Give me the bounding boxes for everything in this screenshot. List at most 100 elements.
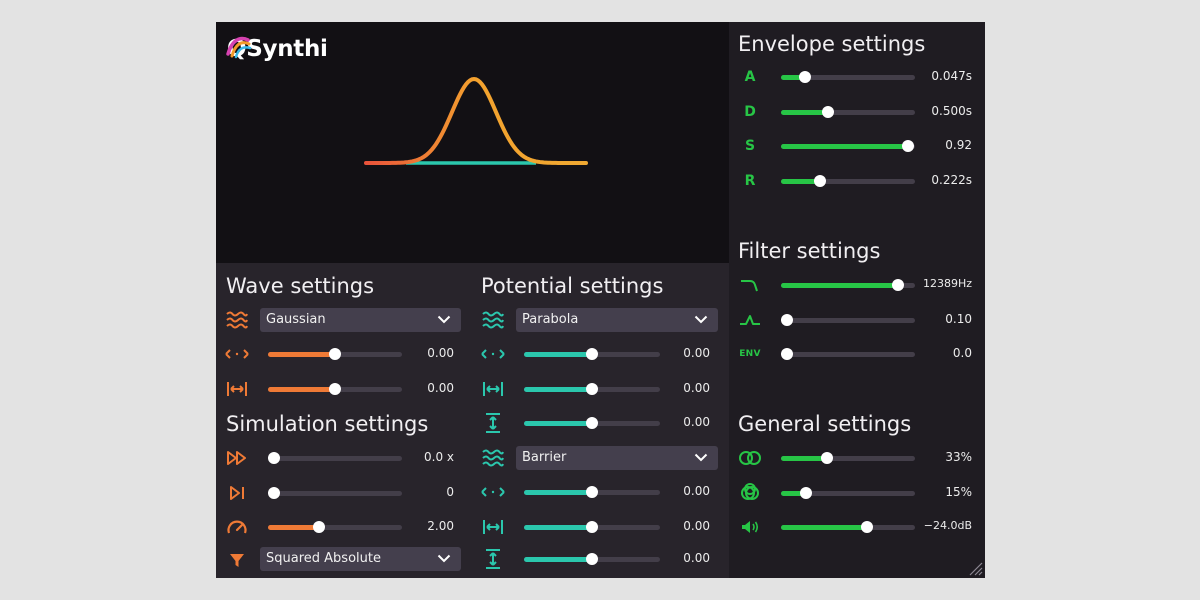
wave-shift-slider[interactable]: 0.00 — [224, 343, 464, 365]
slider-knob[interactable] — [781, 348, 793, 360]
slider-track[interactable] — [524, 553, 660, 565]
slider-knob[interactable] — [820, 452, 833, 464]
slider-knob[interactable] — [586, 521, 598, 533]
measurement-dropdown[interactable]: Squared Absolute — [260, 547, 461, 571]
shift-icon — [480, 481, 506, 503]
chevron-down-icon — [694, 315, 708, 324]
potential-2-height-slider[interactable]: 0.00 — [480, 548, 720, 570]
slider-label-box: A — [737, 66, 763, 88]
timestep-slider[interactable]: 2.00 — [224, 516, 464, 538]
app-logo: QSynthi — [226, 34, 328, 64]
potential-1-dropdown[interactable]: Parabola — [516, 308, 718, 332]
slider-value: 15% — [945, 485, 972, 499]
slider-value: 0.00 — [427, 381, 454, 395]
slider-value: −24.0dB — [923, 519, 972, 532]
slider-track[interactable] — [524, 486, 660, 498]
slider-track[interactable] — [268, 487, 402, 499]
potential-2-shift-slider[interactable]: 0.00 — [480, 481, 720, 503]
slider-knob[interactable] — [586, 486, 598, 498]
chevron-down-icon — [437, 315, 451, 324]
slider-knob[interactable] — [891, 279, 904, 291]
slider-fill — [781, 283, 898, 288]
slider-track[interactable] — [781, 348, 915, 360]
slider-track[interactable] — [781, 314, 915, 326]
envelope-decay-slider[interactable]: D 0.500s — [737, 101, 982, 123]
slider-knob[interactable] — [329, 383, 341, 395]
slider-track[interactable] — [268, 383, 402, 395]
wave-width-slider[interactable]: 0.00 — [224, 378, 464, 400]
slider-fill — [524, 387, 592, 392]
potential-1-shift-slider[interactable]: 0.00 — [480, 343, 720, 365]
volume-icon — [737, 516, 763, 538]
slider-knob[interactable] — [821, 106, 834, 118]
slider-fill — [524, 557, 592, 562]
envelope-attack-slider[interactable]: A 0.047s — [737, 66, 982, 88]
slider-fill — [781, 110, 828, 115]
stereo-width-slider[interactable]: 33% — [737, 447, 982, 469]
slider-label-box: ENV — [737, 343, 763, 365]
wave-icon — [480, 447, 506, 469]
slider-knob[interactable] — [329, 348, 341, 360]
wave-icon — [224, 309, 250, 331]
envelope-settings-title: Envelope settings — [738, 32, 926, 56]
slider-track[interactable] — [781, 71, 915, 83]
slider-track[interactable] — [524, 348, 660, 360]
wave-visualizer: QSynthi — [216, 22, 729, 263]
slider-knob[interactable] — [586, 383, 598, 395]
slider-track[interactable] — [524, 417, 660, 429]
stereo-icon — [737, 447, 763, 469]
filter-resonance-slider[interactable]: 0.10 — [737, 309, 982, 331]
slider-track[interactable] — [268, 521, 402, 533]
fast-forward-icon — [224, 447, 250, 469]
slider-knob[interactable] — [799, 71, 812, 83]
slider-knob[interactable] — [268, 487, 280, 499]
slider-track[interactable] — [781, 452, 915, 464]
step-slider[interactable]: 0 — [224, 482, 464, 504]
slider-knob[interactable] — [781, 314, 793, 326]
slider-track[interactable] — [268, 452, 402, 464]
slider-knob[interactable] — [902, 140, 915, 152]
envelope-release-slider[interactable]: R 0.222s — [737, 170, 982, 192]
slider-track[interactable] — [781, 175, 915, 187]
slider-fill — [524, 525, 592, 530]
slider-value: 12389Hz — [923, 277, 973, 290]
potential-1-width-slider[interactable]: 0.00 — [480, 378, 720, 400]
slider-knob[interactable] — [312, 521, 325, 533]
slider-track[interactable] — [781, 106, 915, 118]
measurement-value: Squared Absolute — [266, 551, 381, 566]
width-icon — [224, 378, 250, 400]
resize-grip-icon[interactable] — [967, 560, 983, 576]
slider-track[interactable] — [781, 487, 915, 499]
filter-settings-title: Filter settings — [738, 239, 881, 263]
potential-2-dropdown[interactable]: Barrier — [516, 446, 718, 470]
potential-settings-title: Potential settings — [481, 274, 664, 298]
slider-value: 0.00 — [427, 346, 454, 360]
slider-track[interactable] — [781, 279, 915, 291]
slider-track[interactable] — [524, 521, 660, 533]
filter-cutoff-slider[interactable]: 12389Hz — [737, 274, 982, 296]
height-icon — [480, 412, 506, 434]
slider-knob[interactable] — [586, 348, 598, 360]
slider-track[interactable] — [268, 348, 402, 360]
slider-knob[interactable] — [860, 521, 873, 533]
slider-knob[interactable] — [813, 175, 826, 187]
slider-knob[interactable] — [268, 452, 280, 464]
slider-track[interactable] — [781, 521, 915, 533]
reverb-slider[interactable]: 15% — [737, 482, 982, 504]
slider-value: 0.0 — [952, 346, 972, 360]
slider-fill — [781, 75, 806, 80]
volume-slider[interactable]: −24.0dB — [737, 516, 982, 538]
wave-shape-dropdown[interactable]: Gaussian — [260, 308, 461, 332]
potential-2-width-slider[interactable]: 0.00 — [480, 516, 720, 538]
slider-knob[interactable] — [586, 553, 598, 565]
slider-value: 0 — [446, 485, 454, 499]
filter-envelope-slider[interactable]: ENV 0.0 — [737, 343, 982, 365]
slider-knob[interactable] — [586, 417, 598, 429]
slider-value: 0.92 — [945, 138, 972, 152]
slider-track[interactable] — [524, 383, 660, 395]
speed-slider[interactable]: 0.0 x — [224, 447, 464, 469]
slider-track[interactable] — [781, 140, 915, 152]
slider-knob[interactable] — [800, 487, 813, 499]
envelope-sustain-slider[interactable]: S 0.92 — [737, 135, 982, 157]
potential-1-height-slider[interactable]: 0.00 — [480, 412, 720, 434]
